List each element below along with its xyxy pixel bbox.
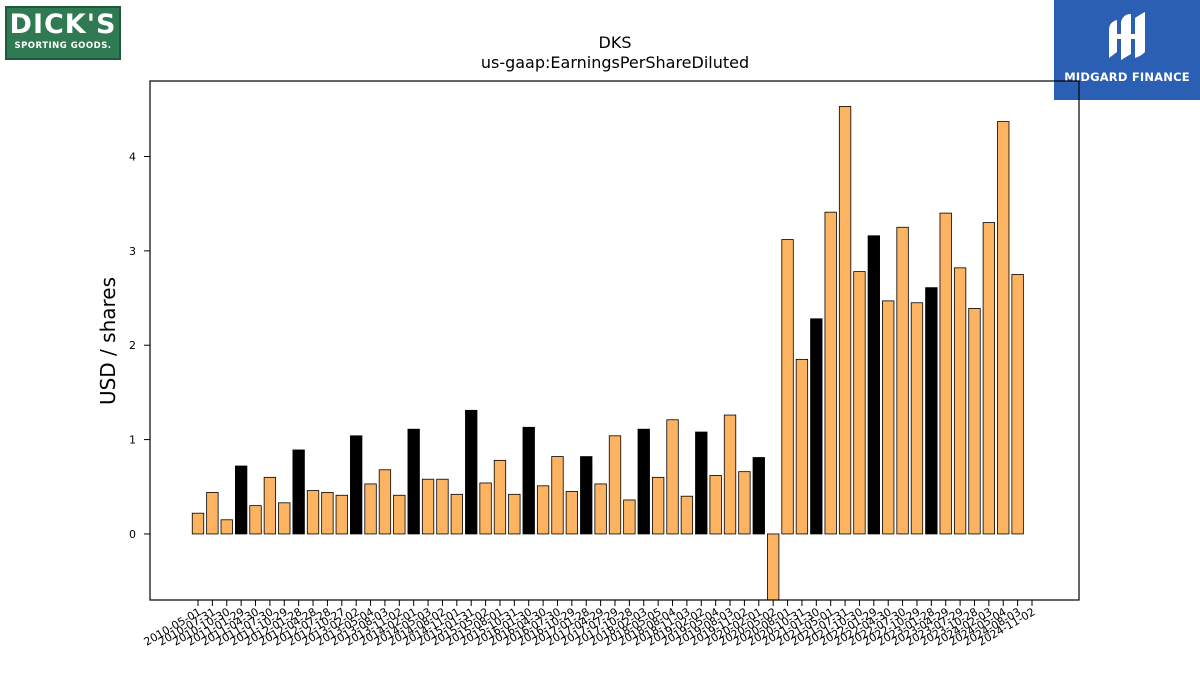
bar [867,235,880,535]
bar [364,483,377,535]
bar [623,499,636,535]
bar [953,267,967,535]
bar [594,483,607,535]
chart-title: DKS [599,33,632,52]
bar [191,512,205,535]
bar [378,469,392,535]
bar [508,493,521,535]
dicks-sporting-goods-logo: DICK'S SPORTING GOODS. [5,6,121,60]
bar [335,494,348,535]
bar [910,302,924,535]
bar [407,428,420,535]
y-tick-label: 1 [129,434,136,447]
bar [824,211,837,535]
bar [206,492,219,535]
bar [465,409,478,535]
midgard-finance-logo: MIDGARD FINANCE [1054,0,1200,100]
bar [493,459,507,535]
bar [608,435,622,535]
bar [939,212,952,535]
bar [838,106,852,535]
bar [695,431,708,535]
bars-group [191,106,1024,601]
bar [781,239,794,535]
bar [234,465,248,535]
bar [637,428,650,535]
bar [292,449,305,535]
bar [982,222,996,535]
bar [709,475,722,535]
bar [767,533,780,601]
y-tick-label: 3 [129,245,136,258]
bar [278,502,291,535]
bar [350,435,363,535]
bar [810,318,823,535]
bar [393,494,406,535]
bar [680,495,694,535]
bar [436,478,449,535]
bar [450,493,463,535]
bar [997,121,1010,535]
bar [536,485,550,535]
bar [853,271,866,535]
logo-left-wordmark: DICK'S [9,9,117,40]
y-tick-label: 4 [129,150,136,163]
bar [968,308,981,535]
bar [795,358,809,535]
bar [580,456,593,535]
x-ticks-group: 2010-05-012010-07-312010-10-302011-01-29… [142,600,1038,649]
bar [738,471,751,535]
bar [651,476,665,535]
bar [220,519,233,535]
bar [249,505,262,535]
logo-right-name: MIDGARD FINANCE [1064,70,1190,84]
bar [1011,274,1024,535]
bar [666,419,679,535]
bar [752,457,765,535]
y-axis-label: USD / shares [96,277,120,405]
bar [263,476,277,535]
bar [522,426,535,535]
bar [723,414,737,535]
logo-left-tagline: SPORTING GOODS. [14,41,112,51]
chart-subtitle: us-gaap:EarningsPerShareDiluted [481,53,749,72]
bar [565,491,579,535]
y-tick-label: 0 [129,528,136,541]
bar [479,482,492,535]
midgard-emblem-icon [1109,12,1145,60]
y-ticks-group: 0 1 2 3 4 [129,150,150,541]
bar [896,226,909,535]
bar [306,490,320,535]
plot-frame [149,80,1080,601]
bar [882,300,895,535]
bar [925,287,938,535]
bar [421,478,435,535]
y-tick-label: 2 [129,339,136,352]
bar [321,492,334,535]
bar [551,456,564,535]
